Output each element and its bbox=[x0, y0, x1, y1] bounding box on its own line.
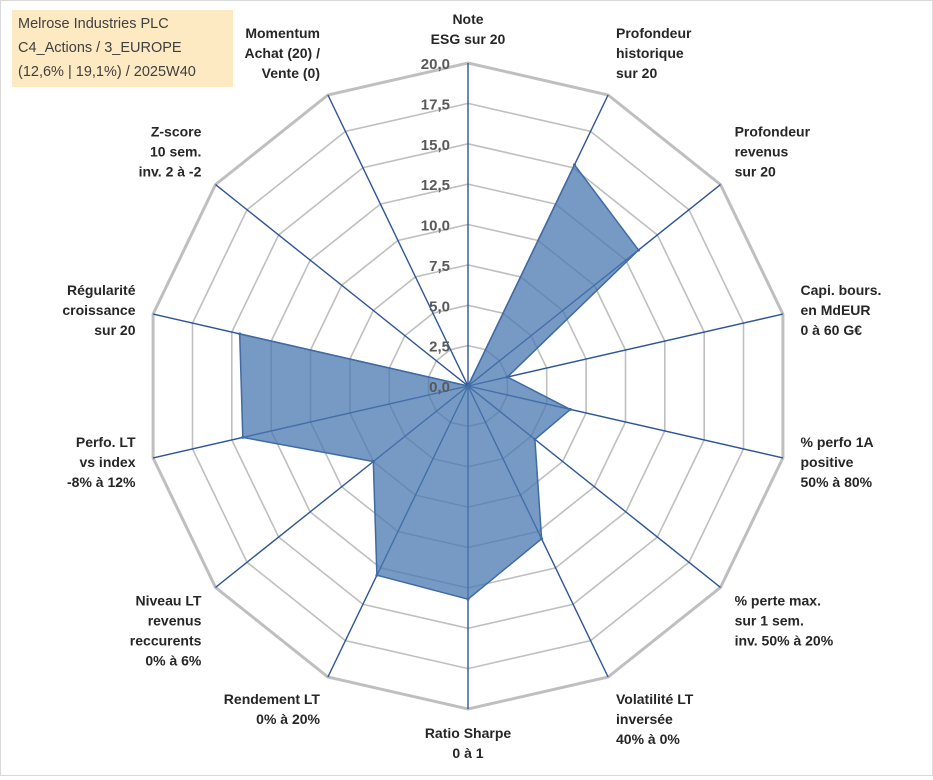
portfolio-category: C4_Actions / 3_EUROPE bbox=[18, 40, 182, 56]
category-label: % perte max. sur 1 sem. inv. 50% à 20% bbox=[735, 593, 834, 649]
category-label: Profondeur historique sur 20 bbox=[616, 25, 692, 81]
data-point bbox=[533, 437, 537, 441]
category-label: Ratio Sharpe 0 à 1 bbox=[425, 725, 512, 761]
data-point bbox=[540, 537, 544, 541]
data-point bbox=[637, 248, 640, 252]
data-point bbox=[466, 597, 470, 601]
data-point bbox=[375, 573, 379, 577]
category-label: Niveau LT revenus reccurents 0% à 6% bbox=[130, 593, 202, 669]
category-label: Perfo. LT vs index -8% à 12% bbox=[67, 434, 136, 490]
category-label: Profondeur revenus sur 20 bbox=[735, 123, 811, 179]
tick-label: 2,5 bbox=[429, 339, 450, 356]
axis-spoke bbox=[215, 184, 469, 387]
data-point bbox=[466, 384, 470, 388]
axis-spoke bbox=[327, 94, 469, 387]
category-label: Capi. bours. en MdEUR 0 à 60 G€ bbox=[801, 282, 882, 338]
category-label: Rendement LT 0% à 20% bbox=[224, 691, 321, 727]
performance-week: (12,6% | 19,1%) / 2025W40 bbox=[18, 64, 196, 80]
tick-label: 5,0 bbox=[429, 298, 450, 315]
tick-label: 7,5 bbox=[429, 258, 450, 275]
data-point bbox=[505, 375, 509, 379]
axis-spoke bbox=[467, 313, 784, 387]
category-label: Note ESG sur 20 bbox=[431, 11, 506, 47]
category-label: Régularité croissance sur 20 bbox=[62, 282, 135, 338]
tick-label: 20,0 bbox=[421, 56, 450, 73]
data-point bbox=[568, 407, 572, 411]
tick-label: 15,0 bbox=[421, 137, 450, 154]
company-name: Melrose Industries PLC bbox=[18, 16, 169, 32]
category-label: % perfo 1A positive 50% à 80% bbox=[801, 434, 874, 490]
tick-label: 10,0 bbox=[421, 218, 450, 235]
data-point bbox=[573, 163, 576, 167]
tick-label: 0,0 bbox=[429, 379, 450, 396]
category-label: Z-score 10 sem. inv. 2 à -2 bbox=[139, 123, 202, 179]
info-box: Melrose Industries PLC C4_Actions / 3_EU… bbox=[12, 10, 233, 87]
tick-label: 17,5 bbox=[421, 96, 450, 113]
category-label: Volatilité LT inversée 40% à 0% bbox=[616, 691, 694, 747]
category-label: Momentum Achat (20) / Vente (0) bbox=[245, 25, 321, 81]
data-point bbox=[238, 332, 242, 336]
data-point bbox=[371, 460, 375, 463]
tick-label: 12,5 bbox=[421, 177, 450, 194]
data-point bbox=[241, 435, 245, 439]
